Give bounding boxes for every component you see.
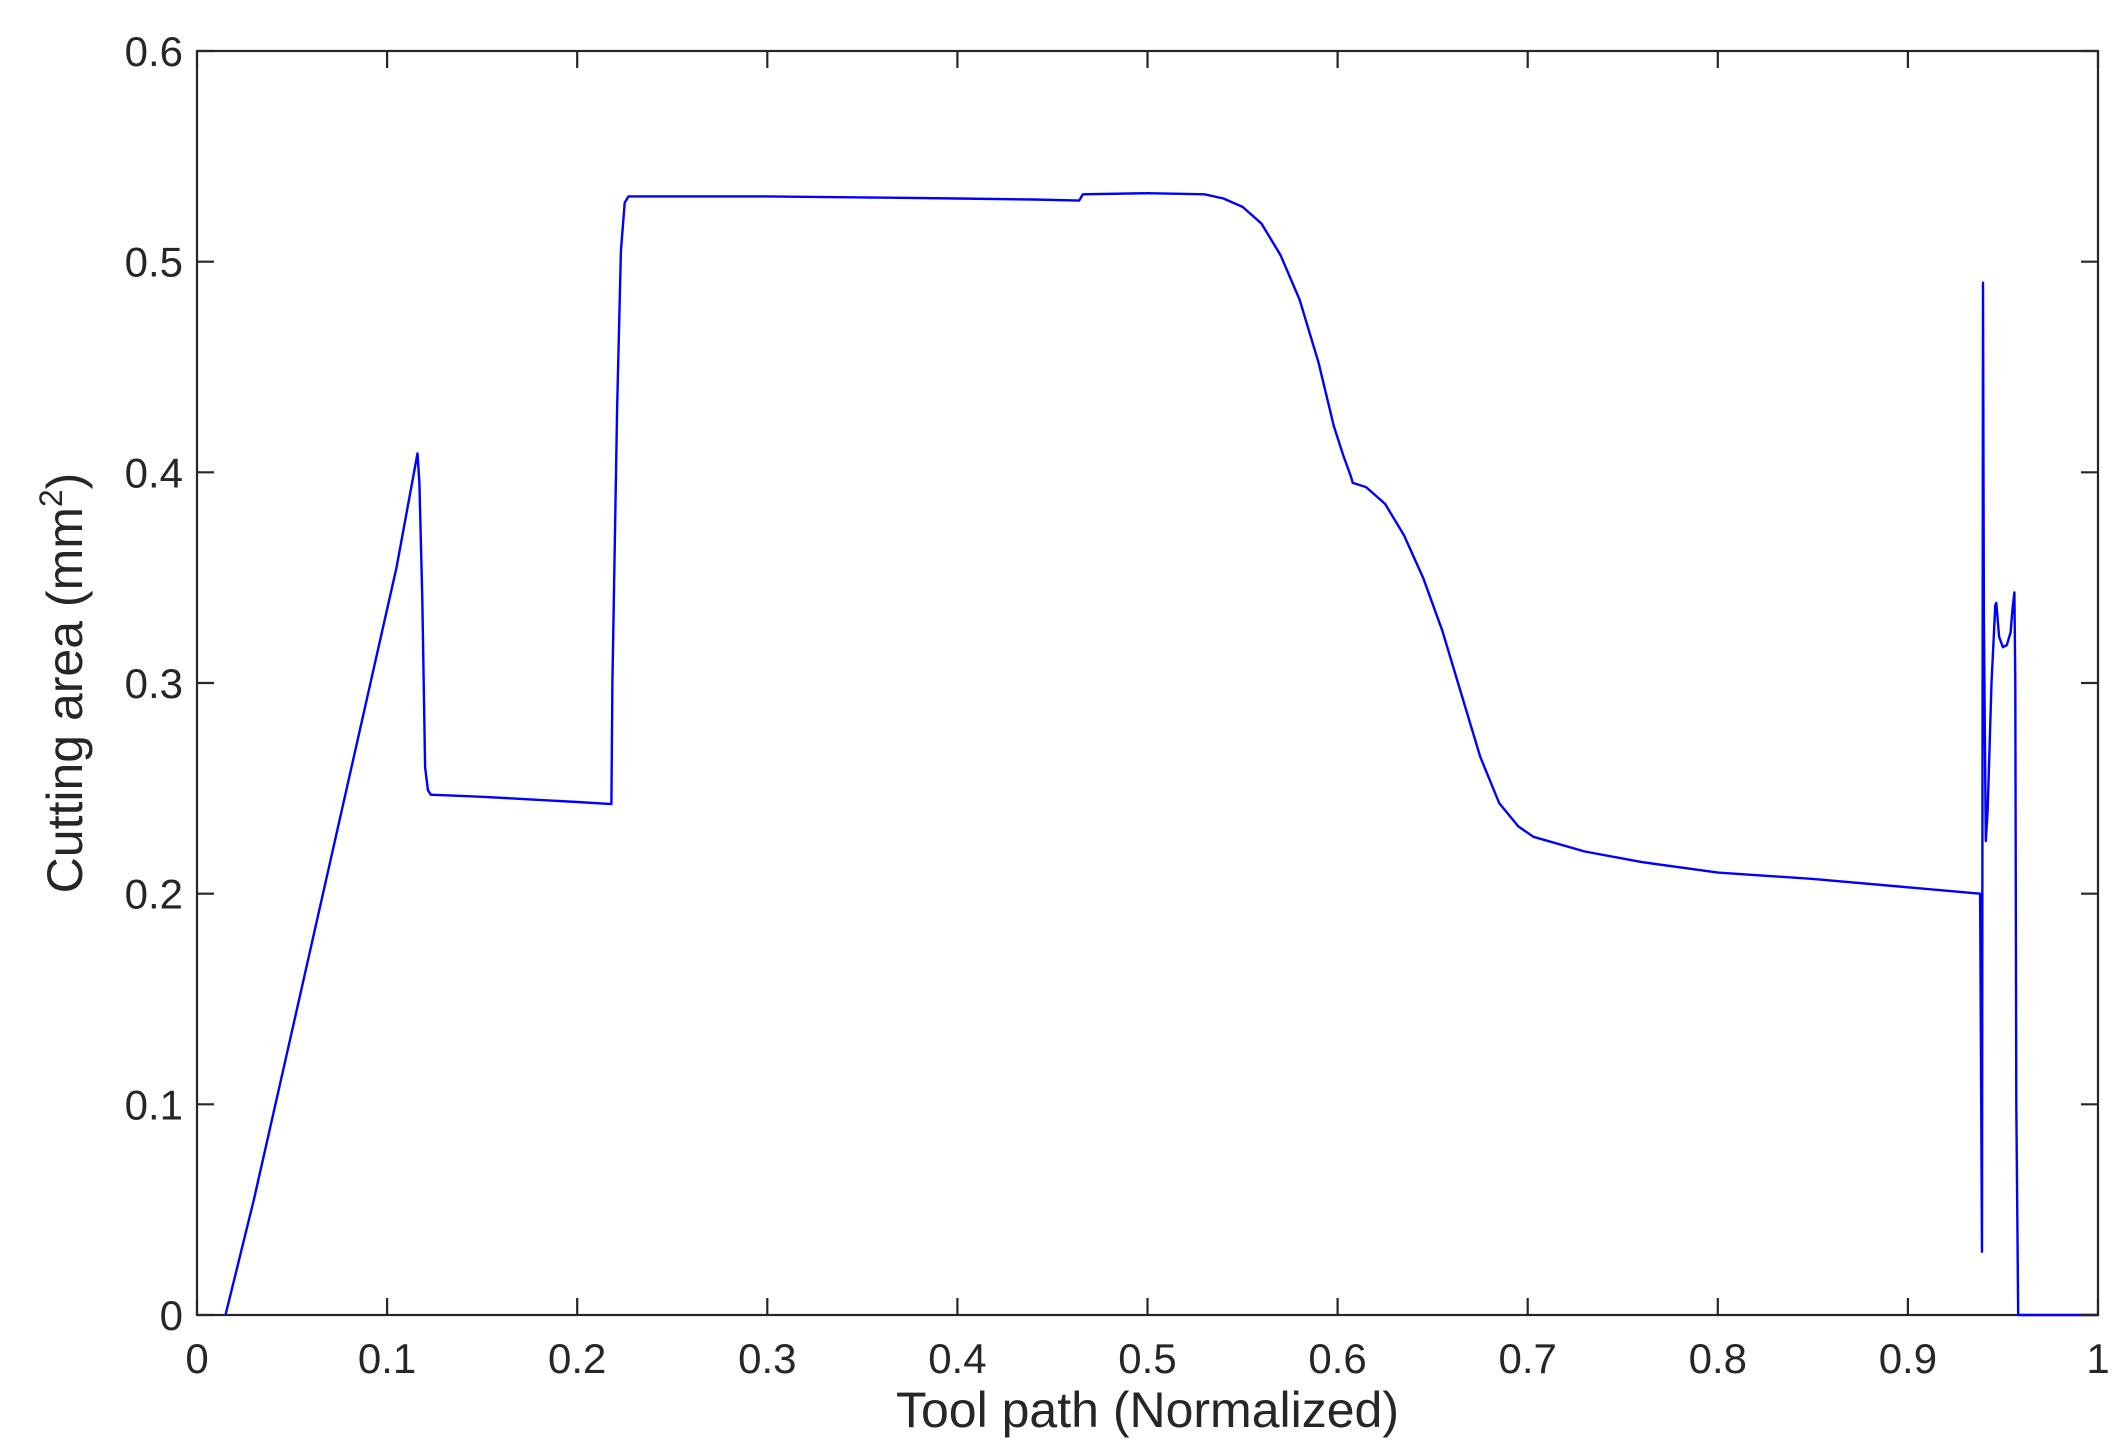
y-tick-label: 0 [160, 1292, 183, 1339]
y-tick-label: 0.6 [125, 28, 183, 75]
x-tick-label: 0.5 [1118, 1335, 1176, 1382]
x-tick-label: 0.4 [928, 1335, 986, 1382]
y-axis-title-close: ) [37, 473, 93, 490]
y-tick-label: 0.4 [125, 449, 183, 496]
y-tick-label: 0.3 [125, 660, 183, 707]
x-tick-label: 0.3 [738, 1335, 796, 1382]
x-axis-ticks: 0 0.1 0.2 0.3 0.4 0.5 0.6 0.7 0.8 0.9 1 [185, 51, 2110, 1382]
y-tick-label: 0.5 [125, 239, 183, 286]
y-axis-title-main: Cutting area (mm [37, 507, 93, 893]
x-tick-label: 0.9 [1879, 1335, 1937, 1382]
series-line-1 [224, 191, 2098, 1317]
x-axis-title: Tool path (Normalized) [896, 1382, 1399, 1438]
x-tick-label: 0.1 [358, 1335, 416, 1382]
y-tick-label: 0.2 [125, 871, 183, 918]
x-tick-label: 0.2 [548, 1335, 606, 1382]
series-layer [224, 191, 2098, 1317]
x-tick-label: 0 [185, 1335, 208, 1382]
x-tick-label: 1 [2086, 1335, 2109, 1382]
x-tick-label: 0.7 [1499, 1335, 1557, 1382]
y-axis-title: Cutting area (mm2) [33, 473, 93, 894]
x-tick-label: 0.8 [1689, 1335, 1747, 1382]
y-tick-label: 0.1 [125, 1081, 183, 1128]
y-axis-title-superscript: 2 [33, 489, 69, 507]
y-axis-ticks: 0 0.1 0.2 0.3 0.4 0.5 0.6 [125, 28, 2098, 1339]
x-tick-label: 0.6 [1308, 1335, 1366, 1382]
